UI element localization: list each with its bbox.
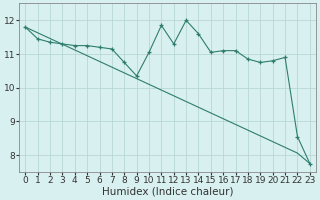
X-axis label: Humidex (Indice chaleur): Humidex (Indice chaleur) bbox=[102, 187, 233, 197]
